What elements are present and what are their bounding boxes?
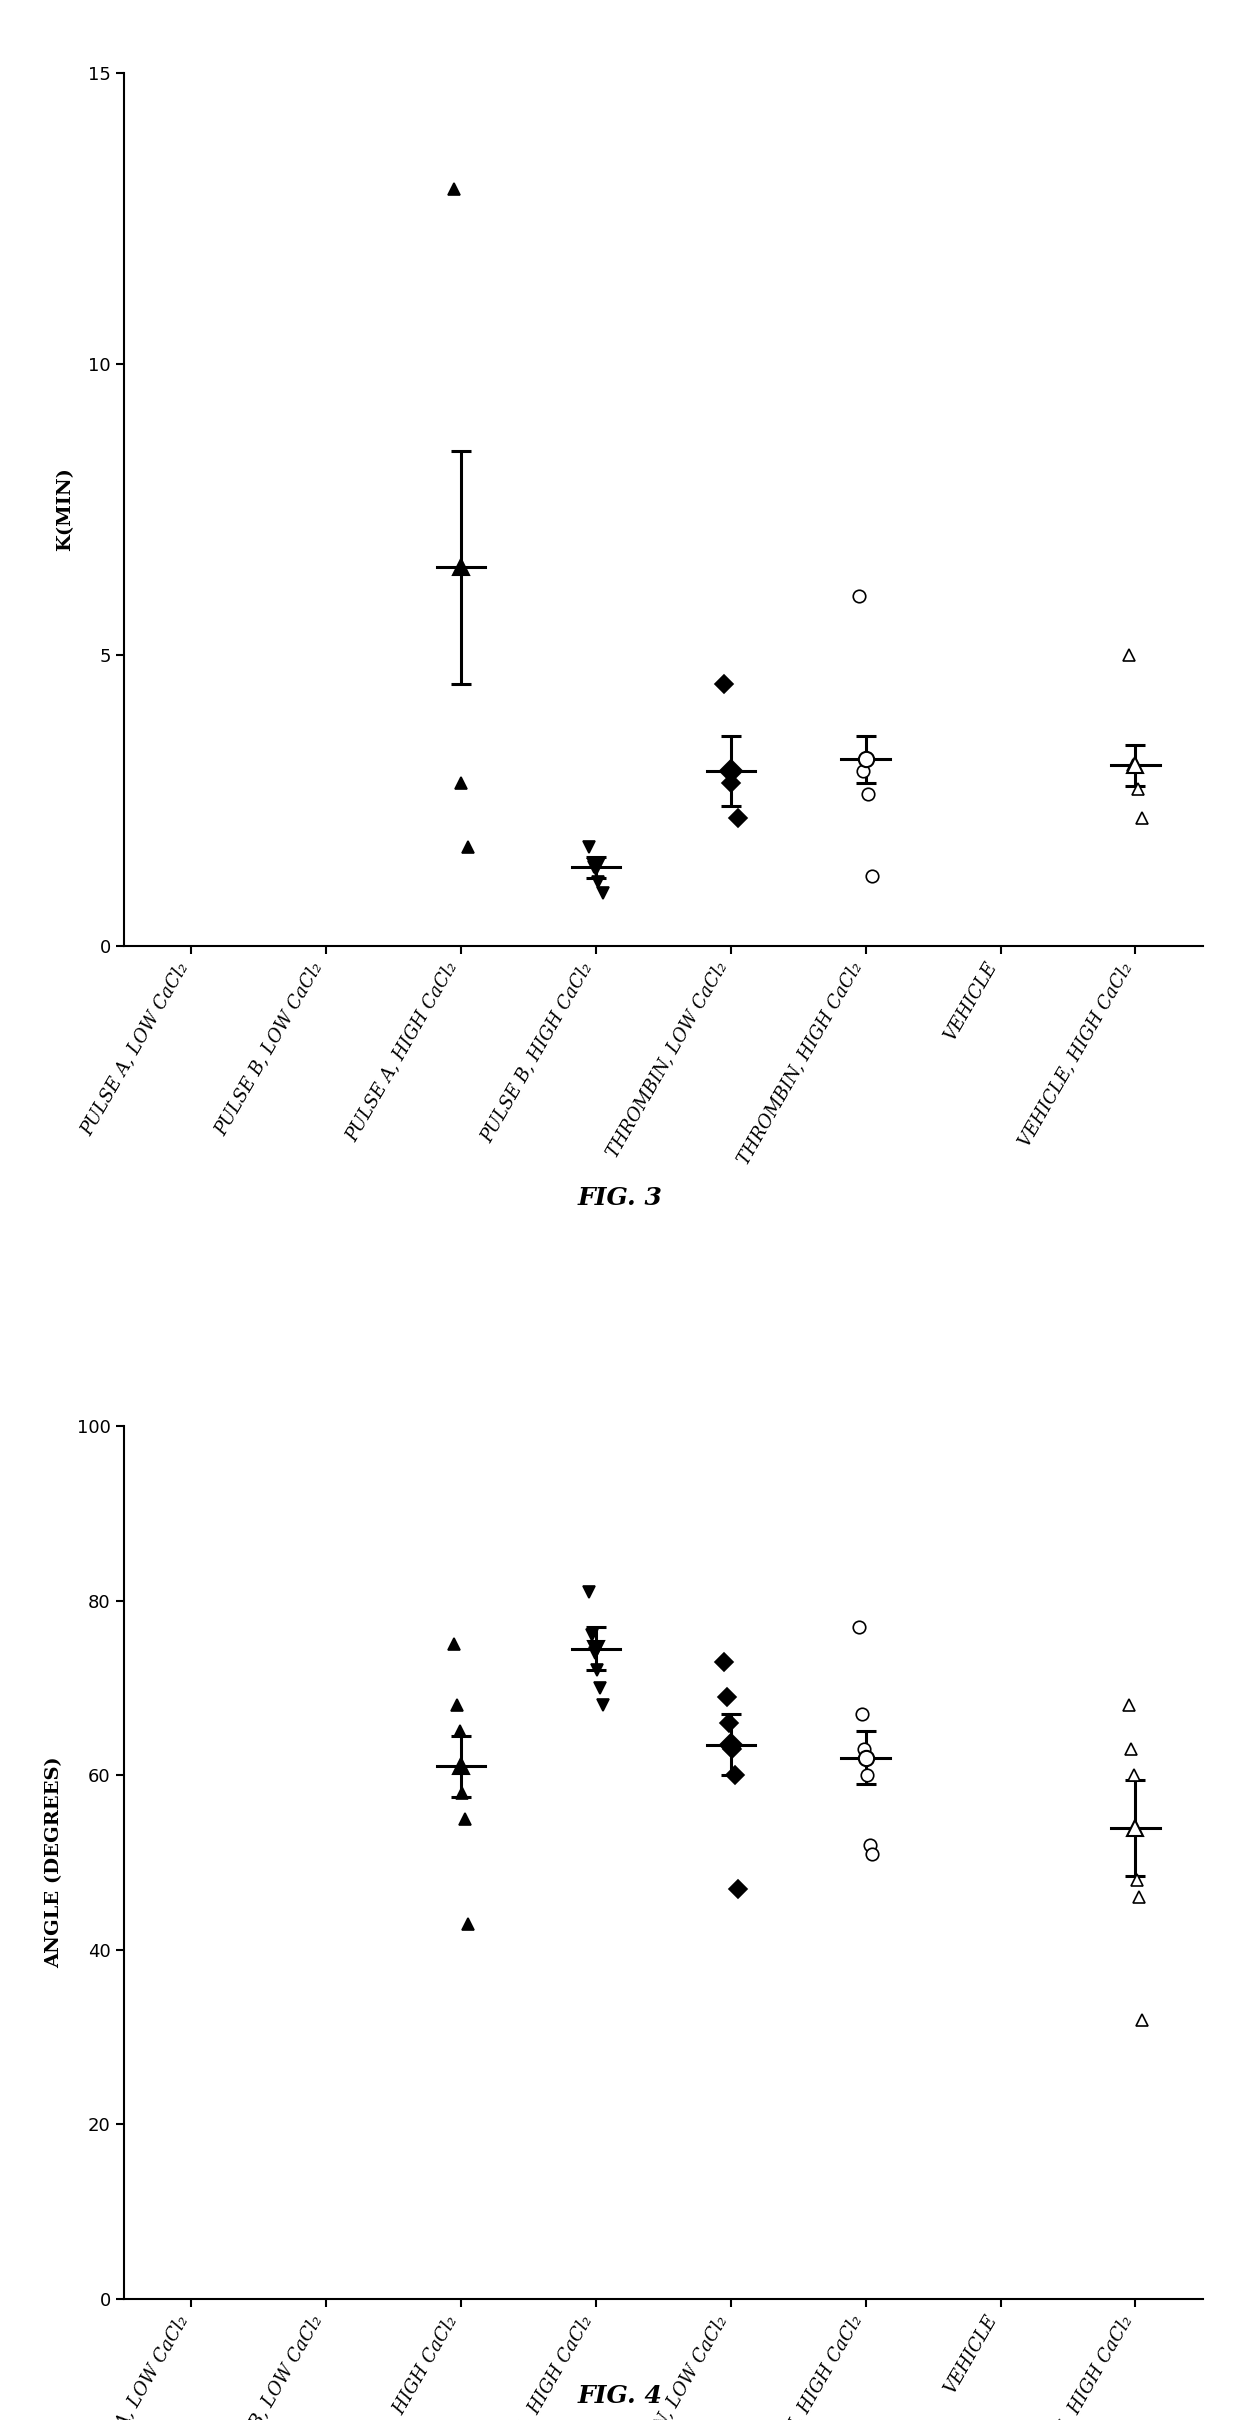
Text: FIG. 3: FIG. 3	[578, 1186, 662, 1210]
Y-axis label: ANGLE (DEGREES): ANGLE (DEGREES)	[45, 1757, 63, 1967]
Y-axis label: K(MIN): K(MIN)	[56, 467, 74, 552]
Text: FIG. 4: FIG. 4	[578, 2384, 662, 2408]
